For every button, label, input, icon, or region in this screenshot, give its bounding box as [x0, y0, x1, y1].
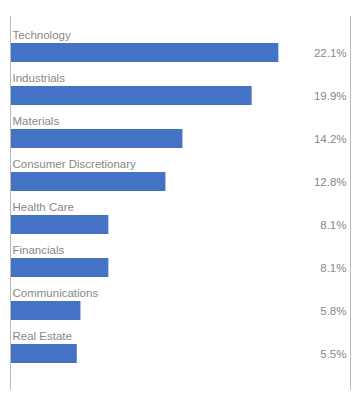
svg-text:5.5%: 5.5%: [320, 348, 346, 360]
svg-text:14.2%: 14.2%: [314, 133, 347, 145]
svg-text:Real Estate: Real Estate: [13, 330, 72, 342]
svg-text:22.1%: 22.1%: [314, 47, 347, 59]
svg-text:12.8%: 12.8%: [314, 176, 347, 188]
svg-text:Materials: Materials: [13, 115, 60, 127]
svg-text:Health Care: Health Care: [13, 201, 74, 213]
svg-text:Financials: Financials: [13, 244, 65, 256]
svg-text:19.9%: 19.9%: [314, 90, 347, 102]
svg-text:8.1%: 8.1%: [320, 262, 346, 274]
svg-text:Technology: Technology: [13, 29, 71, 41]
svg-text:Industrials: Industrials: [13, 72, 66, 84]
svg-text:5.8%: 5.8%: [320, 305, 346, 317]
svg-text:Consumer Discretionary: Consumer Discretionary: [13, 158, 137, 170]
svg-text:Communications: Communications: [13, 287, 99, 299]
svg-text:8.1%: 8.1%: [320, 219, 346, 231]
